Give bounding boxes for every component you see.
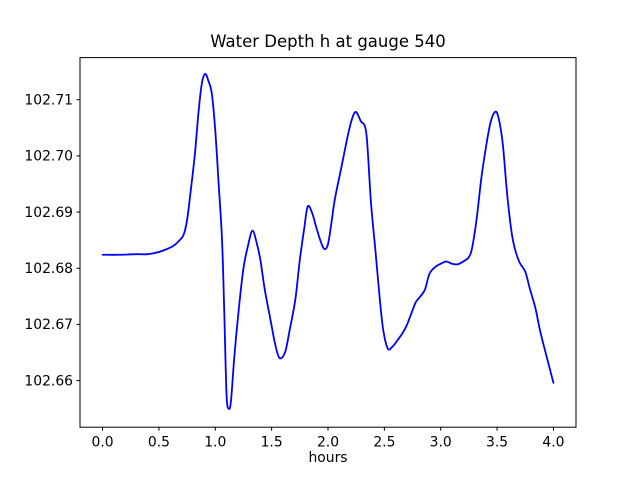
y-tick-label: 102.71 [24,93,73,109]
x-axis-label: hours [308,450,348,466]
x-tick-label: 1.0 [204,435,226,451]
x-tick-label: 1.5 [261,435,283,451]
y-tick-label: 102.69 [24,205,73,221]
y-tick-label: 102.68 [24,261,73,277]
chart-title: Water Depth h at gauge 540 [210,32,446,51]
x-tick-label: 3.5 [486,435,508,451]
x-tick-label: 2.5 [373,435,395,451]
y-tick-label: 102.66 [24,373,73,389]
y-tick-label: 102.67 [24,317,73,333]
x-tick-label: 0.5 [148,435,170,451]
x-tick-label: 4.0 [542,435,564,451]
x-tick-label: 0.0 [91,435,113,451]
water-depth-line [101,72,555,410]
x-tick-label: 2.0 [317,435,339,451]
x-tick-label: 3.0 [430,435,452,451]
y-tick-label: 102.70 [24,149,73,165]
